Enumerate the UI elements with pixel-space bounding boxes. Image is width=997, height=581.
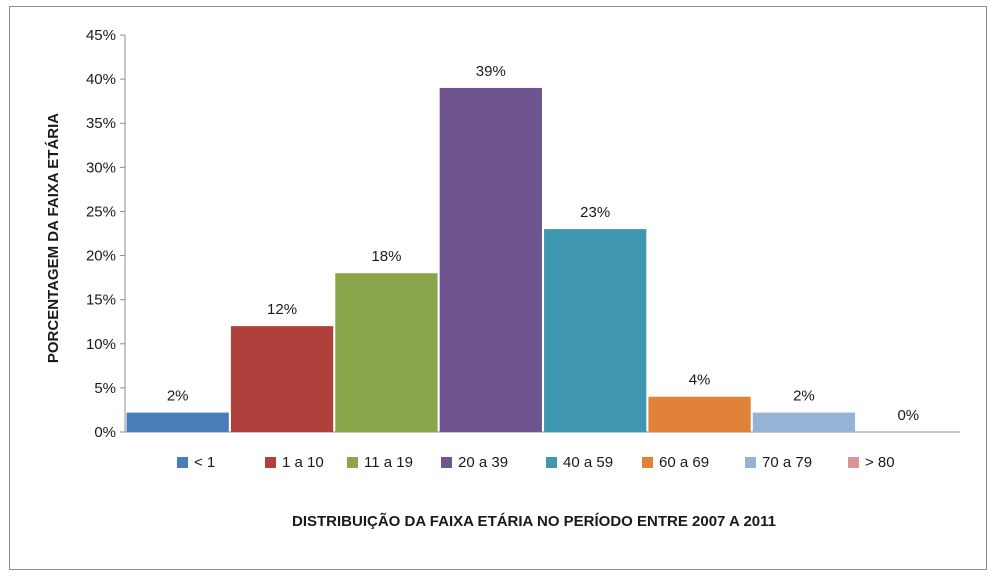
data-label: 23% <box>580 204 610 221</box>
data-label: 12% <box>267 301 297 318</box>
legend-swatch <box>441 457 452 468</box>
bar <box>439 87 542 432</box>
y-axis-title: PORCENTAGEM DA FAIXA ETÁRIA <box>45 113 62 363</box>
legend-label: 11 a 19 <box>364 454 413 471</box>
data-label: 2% <box>793 388 815 405</box>
data-label: 0% <box>897 407 919 424</box>
bars <box>126 87 856 432</box>
x-axis-title: DISTRIBUIÇÃO DA FAIXA ETÁRIA NO PERÍODO … <box>292 512 776 530</box>
legend-label: 1 a 10 <box>282 454 324 471</box>
data-labels: 2% 12% 18% 39% 23% 4% 2% 0% <box>167 63 919 424</box>
bar <box>230 326 334 432</box>
bar <box>544 229 647 432</box>
legend-swatch <box>642 457 653 468</box>
y-tick-label: 10% <box>86 336 116 353</box>
y-tick-label: 5% <box>94 380 116 397</box>
y-tick-label: 0% <box>94 424 116 441</box>
legend-label: 70 a 79 <box>762 454 812 471</box>
y-tick-label: 20% <box>86 248 116 265</box>
legend-swatch <box>848 457 859 468</box>
y-axis-ticks: 0% 5% 10% 15% 20% 25% 30% 35% 40% 45% <box>86 27 125 441</box>
y-tick-label: 35% <box>86 115 116 132</box>
legend: < 1 1 a 10 11 a 19 20 a 39 40 a 59 60 a 69 70 … <box>177 454 895 471</box>
legend-swatch <box>745 457 756 468</box>
bar <box>335 273 438 432</box>
legend-label: 60 a 69 <box>659 454 709 471</box>
legend-swatch <box>177 457 188 468</box>
legend-swatch <box>265 457 276 468</box>
bar <box>648 396 751 432</box>
data-label: 18% <box>371 248 401 265</box>
legend-label: 20 a 39 <box>458 454 508 471</box>
y-tick-label: 25% <box>86 203 116 220</box>
legend-swatch <box>347 457 358 468</box>
bar <box>752 412 856 432</box>
legend-label: < 1 <box>194 454 215 471</box>
bar <box>126 412 229 432</box>
y-tick-label: 45% <box>86 27 116 44</box>
legend-label: 40 a 59 <box>563 454 613 471</box>
data-label: 39% <box>476 63 506 80</box>
legend-label: > 80 <box>865 454 895 471</box>
y-tick-label: 15% <box>86 292 116 309</box>
y-tick-label: 40% <box>86 71 116 88</box>
data-label: 4% <box>689 372 711 389</box>
y-tick-label: 30% <box>86 159 116 176</box>
legend-swatch <box>546 457 557 468</box>
data-label: 2% <box>167 388 189 405</box>
